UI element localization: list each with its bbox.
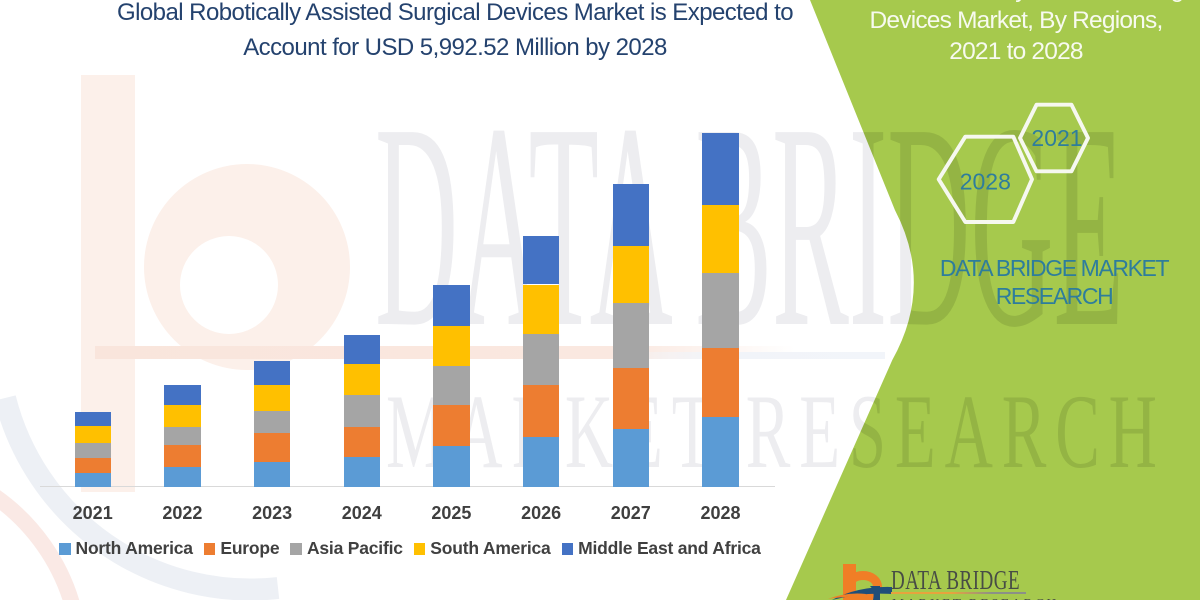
svg-text:2028: 2028 (960, 169, 1011, 195)
svg-text:2021: 2021 (1031, 125, 1082, 151)
